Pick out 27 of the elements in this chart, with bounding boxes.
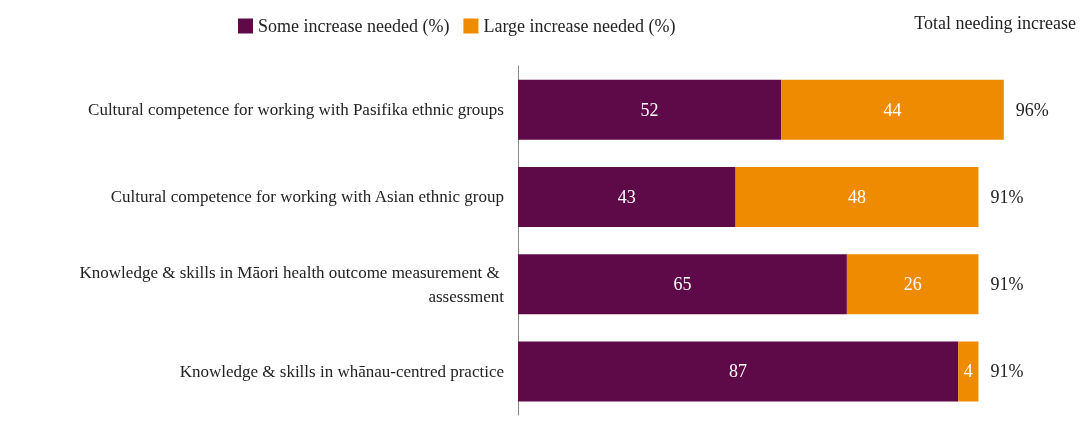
text: Total needing increase <box>914 13 1077 33</box>
bar <box>958 341 979 402</box>
bar <box>518 166 736 227</box>
total-label: 91% <box>990 186 1024 207</box>
bar <box>518 341 959 402</box>
y-tick-label: Knowledge & skills in Māori health outcome measurement & assessment <box>79 262 505 306</box>
y-tick-label: Cultural competence for working with Asian ethnic group <box>110 187 504 207</box>
total-label: 96% <box>1015 99 1049 120</box>
total-label: 91% <box>990 274 1024 295</box>
data-label: 44 <box>883 99 902 120</box>
total-label: 91% <box>990 361 1024 382</box>
data-label: 52 <box>640 99 659 120</box>
bar <box>846 254 979 315</box>
legend-label: Some increase needed (%) <box>258 16 450 37</box>
data-label: 43 <box>617 186 636 207</box>
data-label: 65 <box>673 274 692 295</box>
y-tick-label: Cultural competence for working with Pasifika ethnic groups <box>88 100 504 120</box>
data-label: 87 <box>729 361 748 382</box>
data-label: 26 <box>903 274 922 295</box>
bar <box>735 166 979 227</box>
data-label: 48 <box>848 186 867 207</box>
y-tick-label: Knowledge & skills in whānau-centred practice <box>179 361 504 381</box>
data-label: 4 <box>963 361 973 382</box>
bar <box>781 79 1004 140</box>
legend-label: Large increase needed (%) <box>483 16 676 37</box>
bar <box>518 79 782 140</box>
bar <box>518 254 847 315</box>
